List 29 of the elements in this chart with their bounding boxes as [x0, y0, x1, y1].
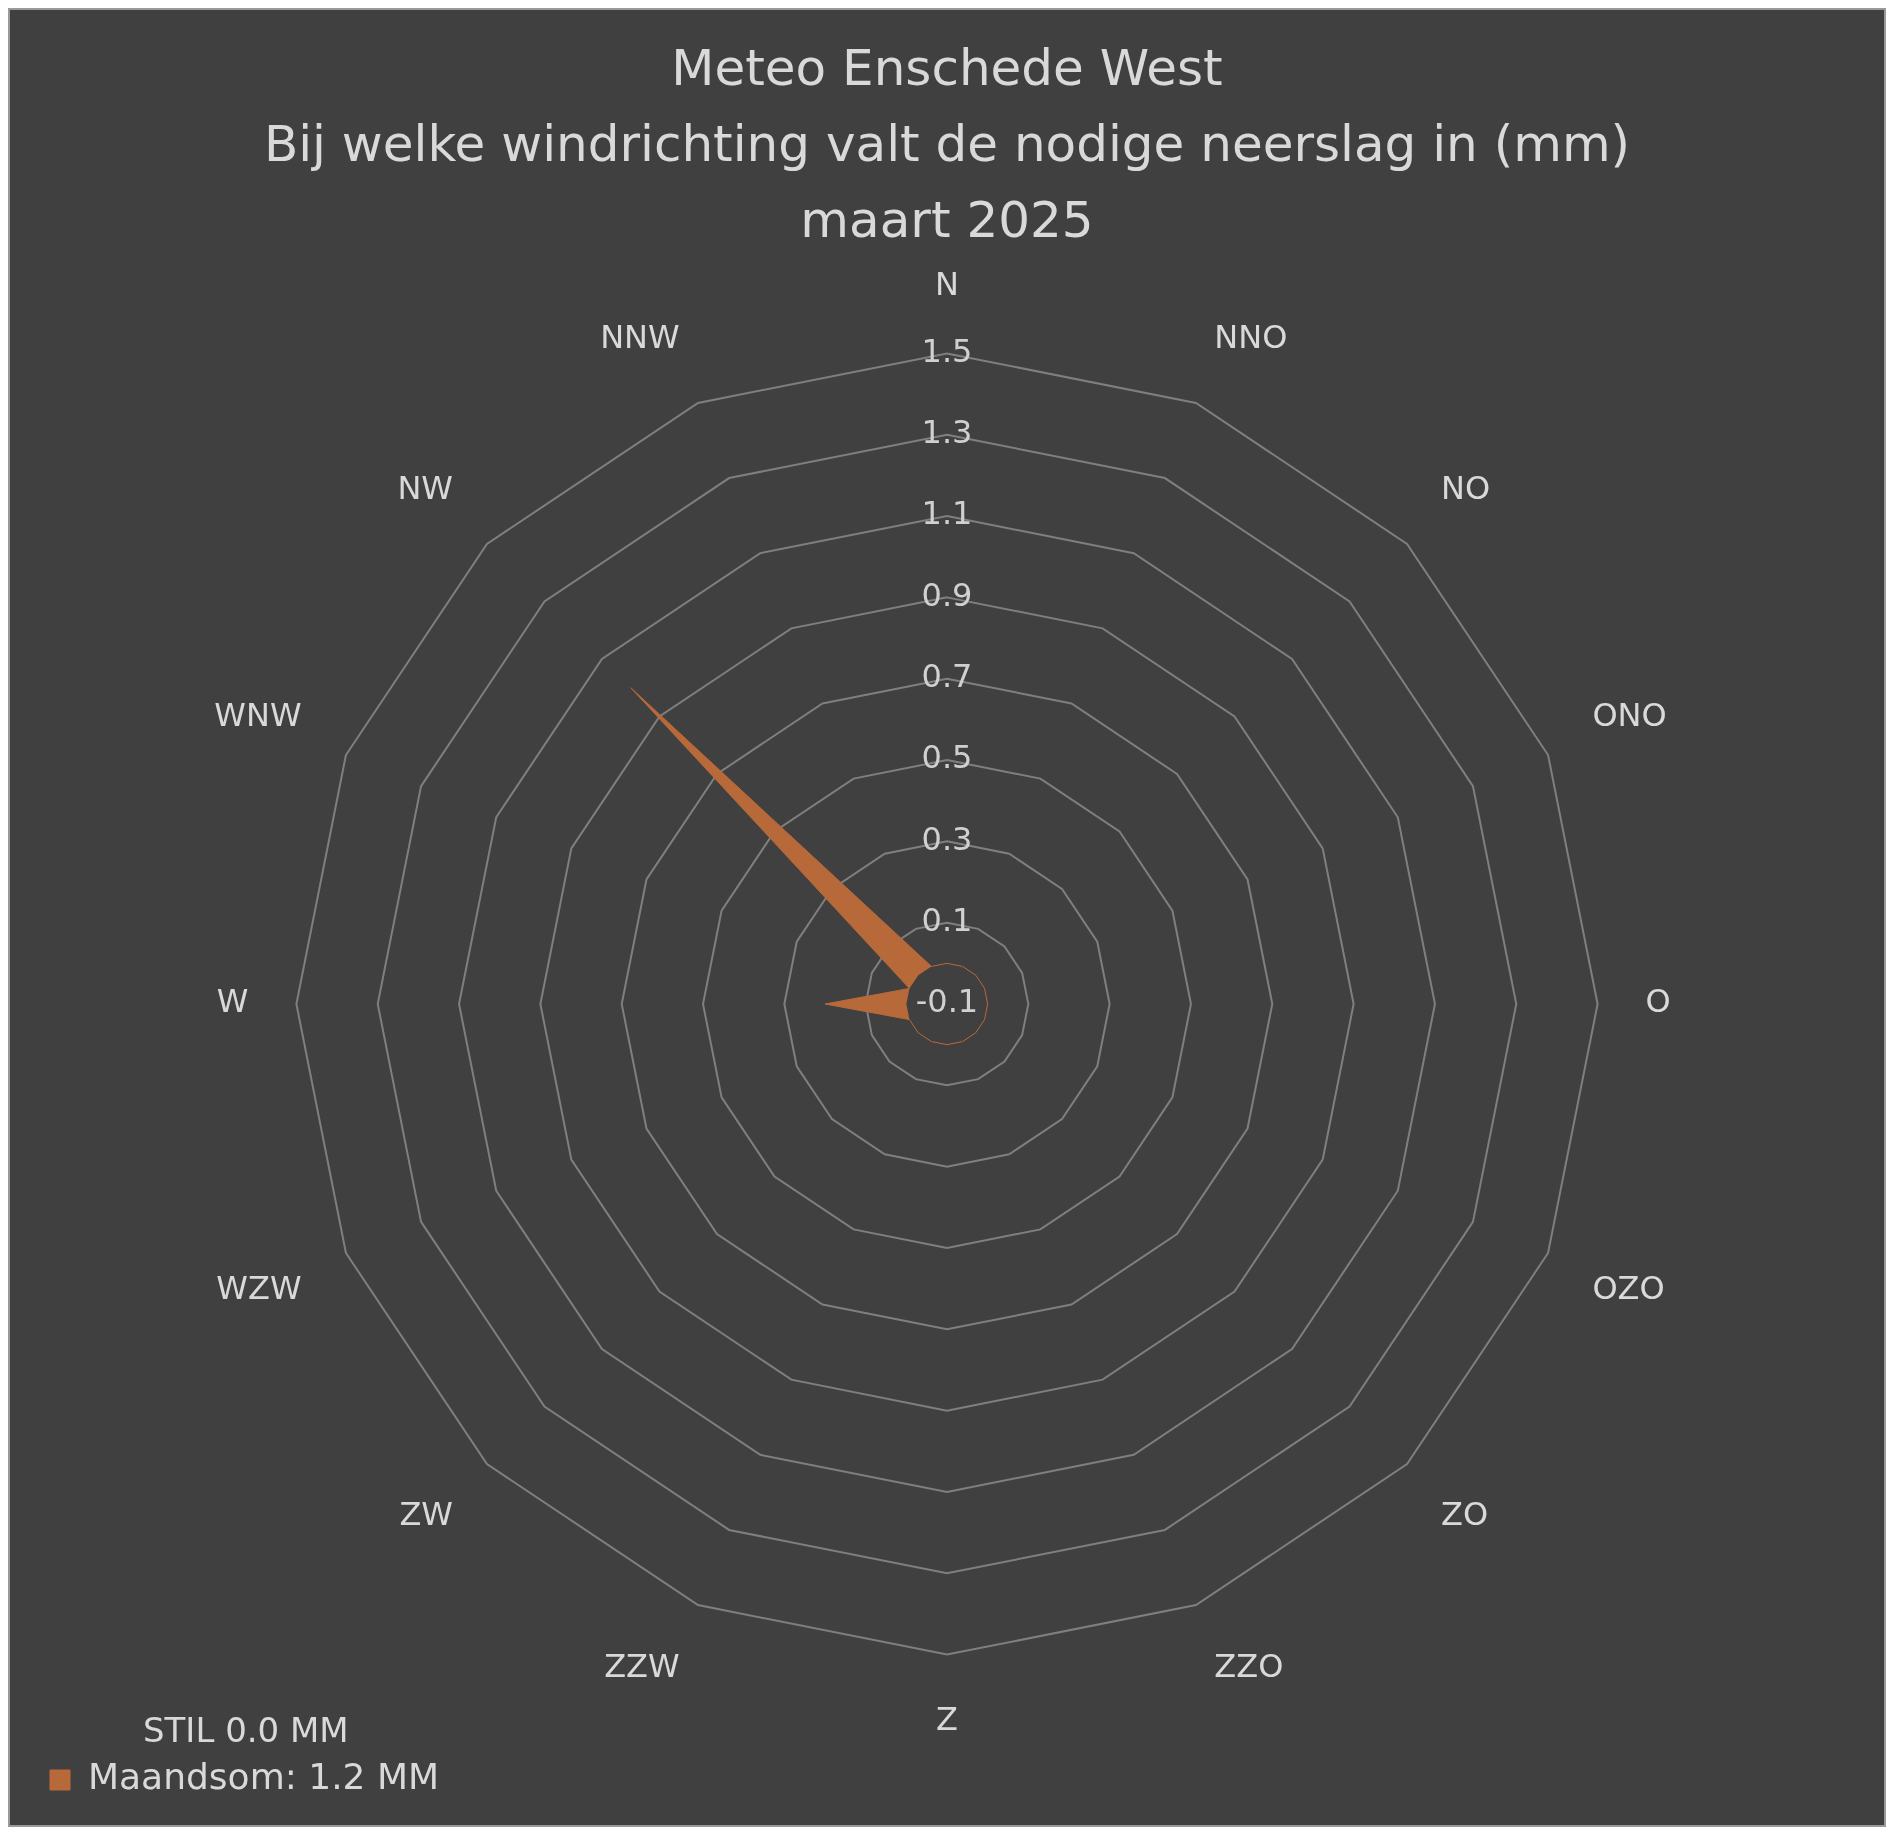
spoke-label: NNW: [600, 317, 680, 356]
y-tick-label: 1.5: [921, 331, 973, 370]
y-tick-label: 0.9: [921, 575, 973, 614]
spoke-label: W: [216, 982, 249, 1021]
spoke-label: NNO: [1214, 317, 1288, 356]
y-tick-label: 1.3: [921, 413, 973, 452]
y-tick-label: -0.1: [915, 982, 979, 1021]
text: STIL 0.0 MM: [143, 1710, 349, 1750]
y-tick-label: 1.1: [921, 494, 973, 533]
spoke-label: NO: [1440, 469, 1491, 508]
spoke-label: ONO: [1592, 695, 1667, 734]
y-tick-label: 0.3: [921, 819, 973, 858]
y-tick-label: 0.5: [921, 738, 973, 777]
y-tick-label: 0.1: [921, 900, 973, 939]
spoke-label: ZO: [1440, 1495, 1489, 1534]
legend-label: Maandsom: 1.2 MM: [88, 1756, 440, 1798]
spoke-label: WNW: [214, 695, 302, 734]
chart-subtitle: Bij welke windrichting valt de nodige neerslag in (mm) maart 2025: [262, 114, 1632, 251]
spoke-label: N: [935, 264, 959, 303]
spoke-label: NW: [397, 469, 454, 508]
chart-title: Meteo Enschede West: [670, 38, 1224, 99]
spoke-label: OZO: [1592, 1268, 1665, 1307]
y-tick-label: 0.7: [921, 657, 973, 696]
spoke-label: ZZO: [1214, 1646, 1284, 1685]
spoke-label: ZZW: [604, 1646, 680, 1685]
spoke-label: ZW: [399, 1495, 454, 1534]
spoke-label: Z: [936, 1700, 958, 1739]
spoke-label: O: [1645, 982, 1671, 1021]
spoke-label: WZW: [216, 1268, 302, 1307]
